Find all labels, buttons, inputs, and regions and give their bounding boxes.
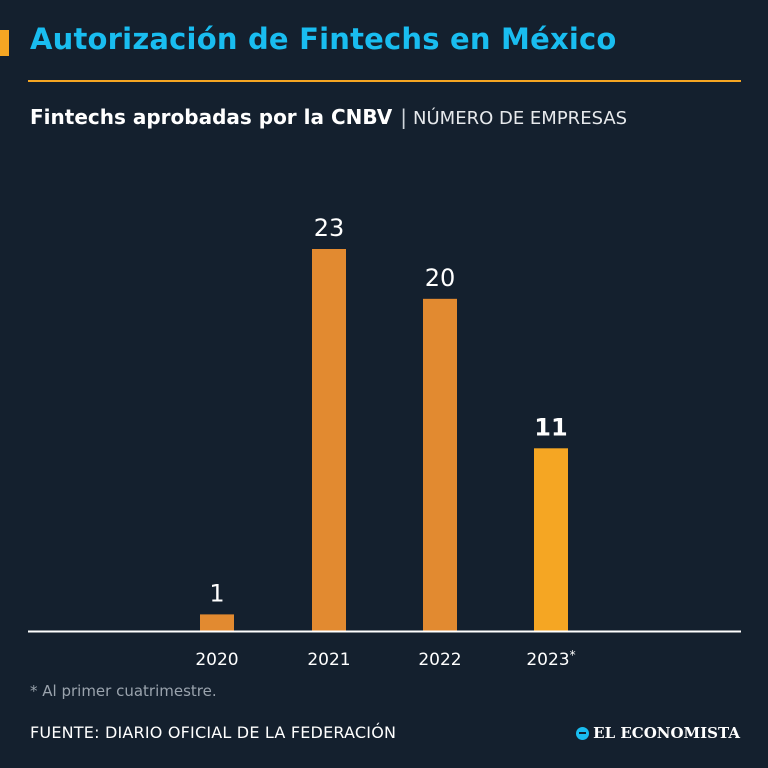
bar-2022 xyxy=(423,298,457,631)
title-block: Autorización de Fintechs en México xyxy=(0,22,768,66)
data-label: 1 xyxy=(209,579,224,607)
page-title: Autorización de Fintechs en México xyxy=(30,22,617,56)
x-tick-label: 2023* xyxy=(526,648,575,670)
data-label: 23 xyxy=(314,214,345,242)
x-tick-label: 2021 xyxy=(307,650,350,670)
subtitle-separator: | xyxy=(400,105,408,129)
brand-name: EL ECONOMISTA xyxy=(593,724,740,742)
x-tick-label: 2022 xyxy=(418,650,461,670)
chart-subtitle: Fintechs aprobadas por la CNBV | NÚMERO DE… xyxy=(30,104,627,132)
bar-2020 xyxy=(200,614,234,631)
bar-2023 xyxy=(534,448,568,631)
brand-logo: EL ECONOMISTA xyxy=(576,724,740,742)
bar-2021 xyxy=(312,249,346,631)
data-label: 20 xyxy=(425,264,456,292)
x-tick-label: 2020 xyxy=(195,650,238,670)
chart-subtitle-main: Fintechs aprobadas por la CNBV xyxy=(30,105,393,129)
source-note: FUENTE: DIARIO OFICIAL DE LA FEDERACIÓN xyxy=(30,723,397,742)
data-label: 11 xyxy=(534,413,567,441)
el-economista-logo-icon xyxy=(576,726,590,740)
chart-unit-label: NÚMERO DE EMPRESAS xyxy=(413,108,628,129)
title-marker xyxy=(0,30,9,56)
footnote: * Al primer cuatrimestre. xyxy=(30,682,217,700)
title-divider xyxy=(28,80,741,82)
